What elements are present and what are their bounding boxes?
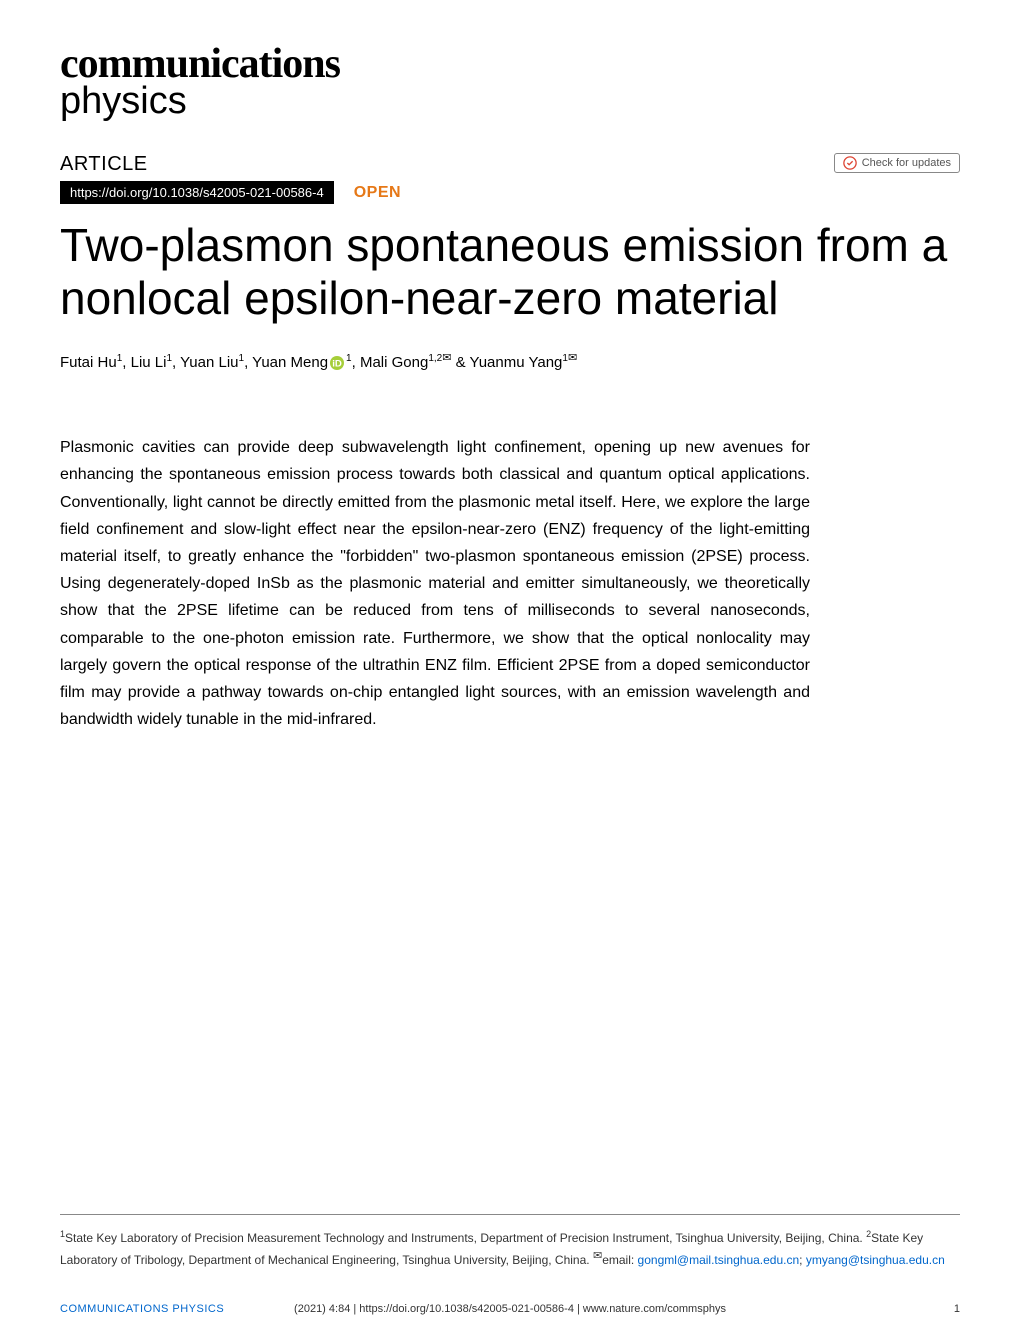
journal-logo: communications physics bbox=[60, 40, 960, 123]
author: Yuan Liu1 bbox=[180, 354, 244, 371]
check-updates-button[interactable]: Check for updates bbox=[834, 153, 960, 173]
mail-icon: ✉ bbox=[593, 1250, 602, 1262]
svg-text:iD: iD bbox=[332, 358, 342, 369]
affiliations: 1State Key Laboratory of Precision Measu… bbox=[60, 1214, 960, 1270]
open-access-badge: OPEN bbox=[354, 184, 401, 202]
footer-journal: COMMUNICATIONS PHYSICS bbox=[60, 1303, 224, 1315]
page-footer: COMMUNICATIONS PHYSICS (2021) 4:84 | htt… bbox=[60, 1303, 960, 1315]
authors-list: Futai Hu1, Liu Li1, Yuan Liu1, Yuan Meng… bbox=[60, 350, 960, 375]
footer-citation: (2021) 4:84 | https://doi.org/10.1038/s4… bbox=[294, 1303, 726, 1315]
doi-link[interactable]: https://doi.org/10.1038/s42005-021-00586… bbox=[60, 181, 334, 204]
author: Yuan MengiD1 bbox=[252, 354, 351, 371]
author: Mali Gong1,2✉ bbox=[360, 354, 452, 371]
author: Liu Li1 bbox=[131, 354, 172, 371]
check-updates-label: Check for updates bbox=[862, 157, 951, 169]
author: Futai Hu1 bbox=[60, 354, 122, 371]
email-link[interactable]: ymyang@tsinghua.edu.cn bbox=[806, 1253, 945, 1267]
article-header-row: ARTICLE Check for updates bbox=[60, 153, 960, 176]
article-label: ARTICLE bbox=[60, 153, 148, 176]
article-title: Two-plasmon spontaneous emission from a … bbox=[60, 219, 960, 325]
orcid-icon[interactable]: iD bbox=[330, 356, 344, 370]
author: Yuanmu Yang1✉ bbox=[470, 354, 578, 371]
email-link[interactable]: gongml@mail.tsinghua.edu.cn bbox=[638, 1253, 800, 1267]
affiliation: State Key Laboratory of Precision Measur… bbox=[65, 1231, 863, 1245]
crossmark-icon bbox=[843, 156, 857, 170]
abstract: Plasmonic cavities can provide deep subw… bbox=[60, 434, 810, 733]
mail-icon: ✉ bbox=[568, 352, 577, 364]
footer-page-number: 1 bbox=[954, 1303, 960, 1315]
doi-row: https://doi.org/10.1038/s42005-021-00586… bbox=[60, 181, 960, 204]
